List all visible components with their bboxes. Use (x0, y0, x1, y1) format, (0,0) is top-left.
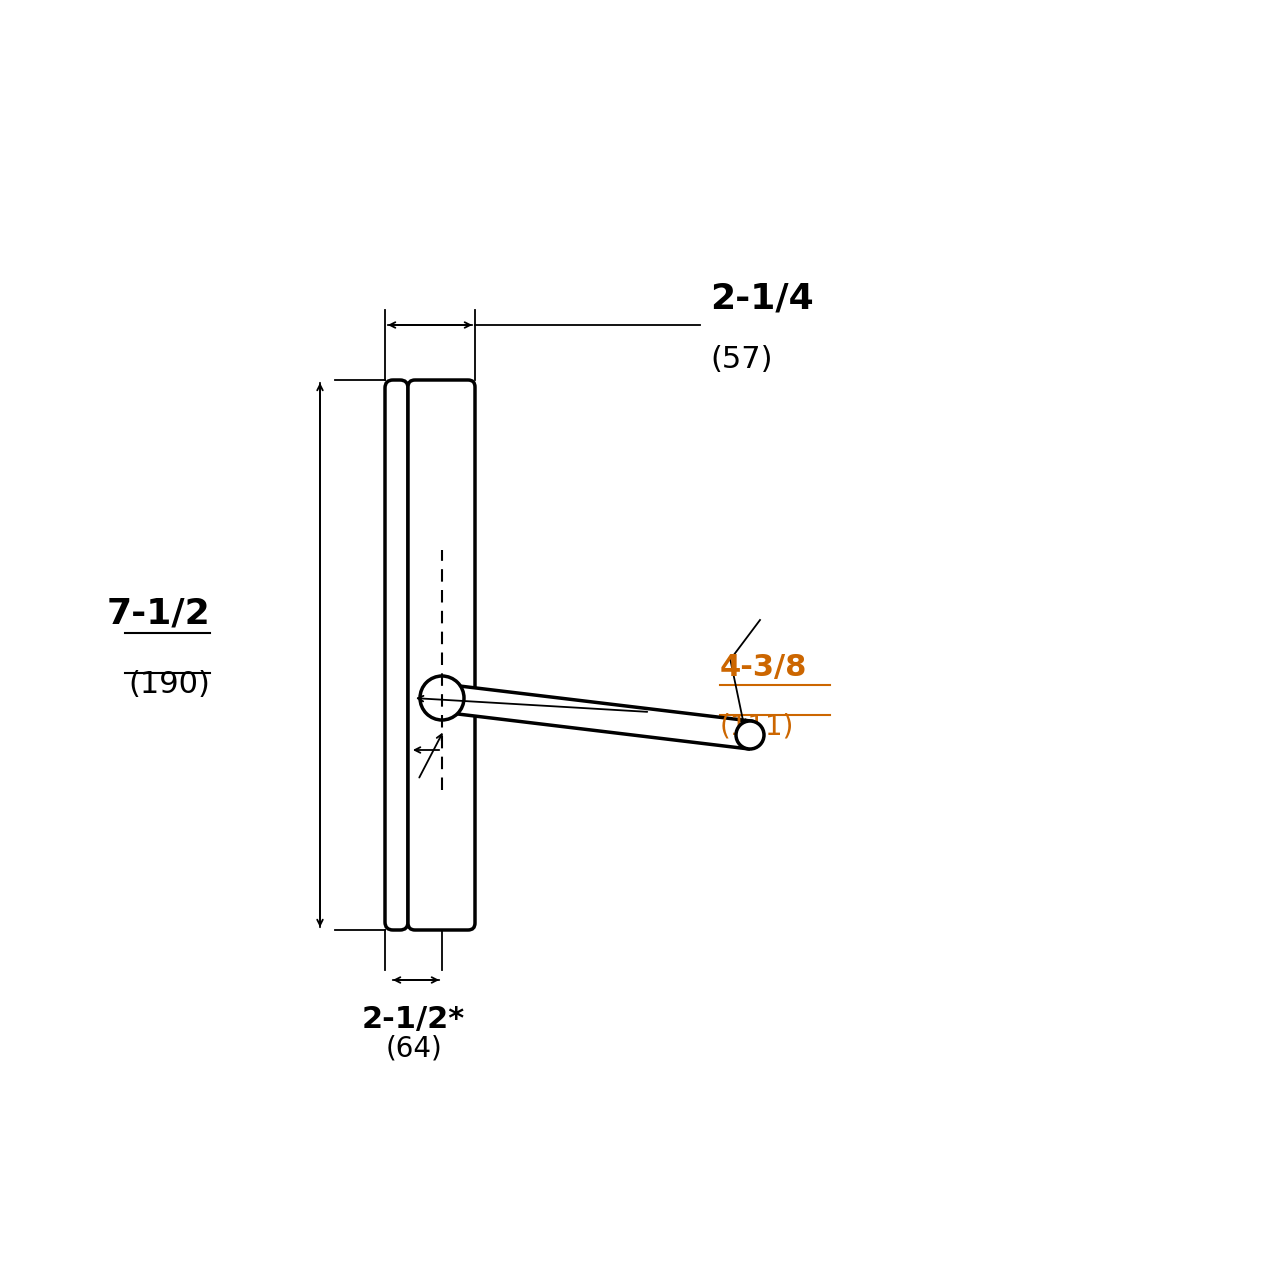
Text: 2-1/2*: 2-1/2* (362, 1005, 465, 1034)
Polygon shape (440, 684, 751, 749)
Text: 7-1/2: 7-1/2 (106, 596, 210, 630)
Text: (111): (111) (721, 712, 795, 740)
Text: (57): (57) (710, 346, 773, 374)
Text: (190): (190) (128, 669, 210, 699)
Text: (64): (64) (385, 1036, 442, 1062)
FancyBboxPatch shape (385, 380, 408, 931)
FancyBboxPatch shape (408, 380, 475, 931)
Circle shape (736, 721, 764, 749)
Circle shape (420, 676, 465, 719)
Text: 4-3/8: 4-3/8 (721, 653, 808, 682)
Text: 2-1/4: 2-1/4 (710, 282, 814, 315)
